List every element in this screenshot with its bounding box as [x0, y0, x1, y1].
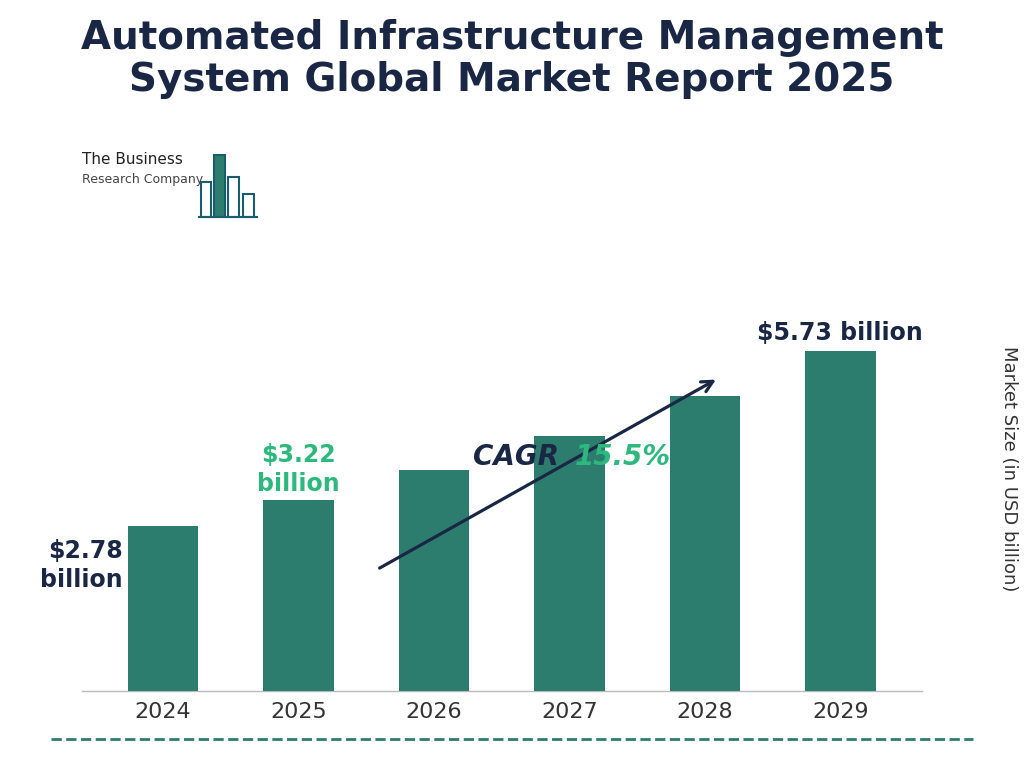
- Text: System Global Market Report 2025: System Global Market Report 2025: [129, 61, 895, 99]
- Bar: [805, 351, 876, 691]
- Bar: [263, 500, 334, 691]
- Text: CAGR: CAGR: [473, 443, 569, 471]
- Bar: [214, 155, 225, 217]
- Text: Research Company: Research Company: [82, 173, 203, 186]
- Bar: [244, 194, 254, 217]
- Bar: [128, 526, 199, 691]
- Text: The Business: The Business: [82, 152, 183, 167]
- Text: 15.5%: 15.5%: [574, 443, 671, 471]
- Text: $3.22
billion: $3.22 billion: [257, 443, 340, 496]
- Text: $2.78
billion: $2.78 billion: [40, 539, 123, 592]
- Bar: [228, 177, 239, 217]
- Text: Automated Infrastructure Management: Automated Infrastructure Management: [81, 19, 943, 57]
- Text: $5.73 billion: $5.73 billion: [758, 321, 924, 345]
- Bar: [670, 396, 740, 691]
- Bar: [398, 470, 469, 691]
- Text: Market Size (in USD billion): Market Size (in USD billion): [999, 346, 1018, 591]
- Bar: [201, 182, 211, 217]
- Bar: [535, 435, 605, 691]
